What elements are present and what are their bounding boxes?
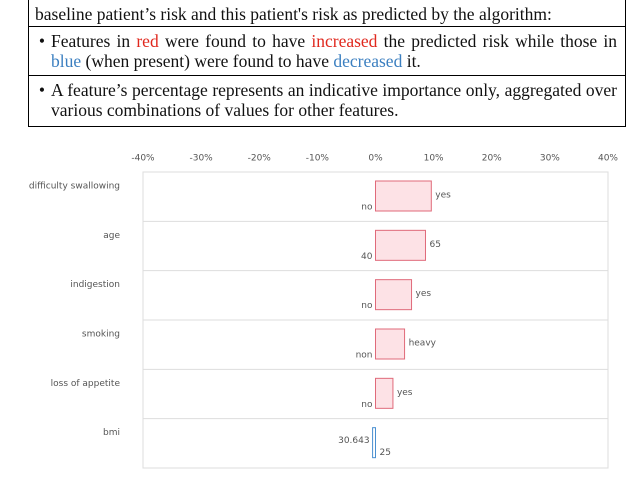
feature-value: 65 (429, 240, 440, 250)
bar (375, 180, 432, 212)
text: decreased (333, 51, 403, 71)
bullet: • Features in red were found to have incr… (38, 31, 617, 71)
bar (375, 229, 426, 261)
feature-value: yes (435, 191, 451, 201)
bullet-text: A feature’s percentage represents an ind… (51, 80, 617, 120)
baseline-value: 40 (361, 252, 373, 262)
x-tick-label: 10% (424, 154, 444, 164)
x-tick-label: 30% (540, 154, 560, 164)
category-label: bmi (103, 428, 120, 438)
x-tick-label: -10% (306, 154, 330, 164)
x-tick-label: -20% (248, 154, 272, 164)
chart: -40% -30% -20% -10% 0% 10% 20% 30% 40% difficulty… (29, 154, 618, 469)
text: were found to have (158, 31, 312, 51)
text: (when present) were found to have (81, 51, 334, 71)
baseline-value: non (356, 351, 373, 361)
text: red (136, 31, 159, 51)
text: the predicted risk while those in (377, 31, 617, 51)
bullet-text: Features in red were found to have incre… (51, 31, 617, 71)
x-tick-label: 20% (482, 154, 502, 164)
category-label: loss of appetite (51, 379, 121, 389)
category-label: age (103, 231, 120, 241)
baseline-value: no (361, 301, 373, 311)
feature-value: heavy (409, 339, 437, 349)
intro: baseline patient’s risk and this patient… (29, 0, 625, 27)
explanation-box: baseline patient’s risk and this patient… (28, 0, 626, 127)
category-label: smoking (82, 330, 120, 340)
text: Features in (51, 31, 137, 51)
text: it. (402, 51, 421, 71)
baseline-value: no (361, 203, 373, 213)
baseline-value: no (361, 400, 373, 410)
bar (375, 328, 406, 360)
category-label: difficulty swallowing (29, 182, 120, 192)
bullet: • A feature’s percentage represents an in… (29, 75, 625, 124)
bar (375, 377, 394, 409)
x-tick-label: 0% (368, 154, 383, 164)
x-tick-label: -30% (189, 154, 213, 164)
feature-value: yes (416, 289, 432, 299)
bar (375, 279, 413, 311)
feature-value: 25 (380, 448, 391, 458)
bar (372, 427, 376, 459)
text: increased (311, 31, 378, 51)
x-tick-label: 40% (598, 154, 618, 164)
feature-value: yes (397, 388, 413, 398)
x-tick-label: -40% (131, 154, 155, 164)
baseline-value: 30.643 (338, 436, 370, 446)
category-label: indigestion (70, 280, 120, 290)
text: blue (51, 51, 82, 71)
